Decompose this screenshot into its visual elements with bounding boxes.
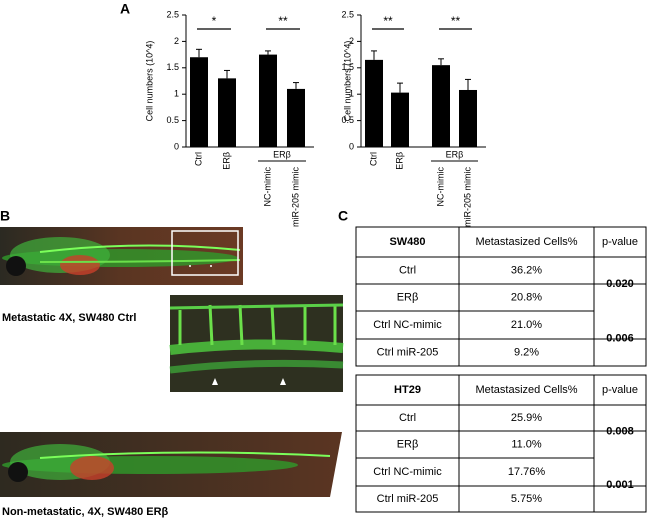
- y-tick-label: 2.5: [166, 9, 179, 19]
- table-header: HT29: [394, 384, 421, 396]
- x-tick-label: NC-mimic: [435, 167, 445, 207]
- y-tick-label: 0.5: [341, 115, 354, 125]
- significance-label: **: [451, 14, 461, 28]
- y-tick-label: 0: [349, 141, 354, 151]
- y-tick-label: 2: [349, 36, 354, 46]
- x-tick-label: miR-205 mimic: [462, 167, 472, 228]
- y-tick-label: 2: [174, 36, 179, 46]
- table-cell: ERβ: [397, 291, 419, 303]
- fish-zoom-image: [169, 295, 344, 392]
- y-tick-label: 0.5: [166, 115, 179, 125]
- y-tick-label: 1.5: [166, 62, 179, 72]
- panel-label: B: [0, 208, 10, 224]
- bar: [391, 92, 409, 147]
- table-header: Metastasized Cells%: [475, 384, 577, 396]
- table-cell: ERβ: [397, 438, 419, 450]
- table-cell: 5.75%: [511, 493, 542, 505]
- p-value: 0.020: [606, 278, 634, 290]
- x-tick-label: miR-205 mimic: [290, 167, 300, 228]
- table-cell: Ctrl miR-205: [377, 346, 439, 358]
- group-label: ERβ: [446, 149, 464, 159]
- bar: [365, 59, 383, 147]
- y-tick-label: 1: [174, 89, 179, 99]
- table-cell: Ctrl: [399, 264, 416, 276]
- table-header: Metastasized Cells%: [475, 236, 577, 248]
- x-tick-label: ERβ: [221, 152, 231, 170]
- p-value: 0.006: [606, 332, 634, 344]
- y-axis-label: Cell numbers (10^4): [144, 41, 154, 122]
- p-value: 0.001: [606, 479, 634, 491]
- table-cell: Ctrl miR-205: [377, 493, 439, 505]
- table-cell: Ctrl: [399, 412, 416, 424]
- table-border: [355, 226, 647, 367]
- p-value: 0.008: [606, 425, 634, 437]
- table-cell: Ctrl NC-mimic: [373, 466, 442, 478]
- y-tick-label: 0: [174, 141, 179, 151]
- caption: Non-metastatic, 4X, SW480 ERβ: [2, 506, 169, 518]
- table-cell: 17.76%: [508, 466, 546, 478]
- table-header: p-value: [602, 236, 638, 248]
- panel-label: C: [338, 208, 348, 224]
- table-cell: Ctrl NC-mimic: [373, 319, 442, 331]
- y-tick-label: 1: [349, 89, 354, 99]
- fish-image: [0, 227, 243, 285]
- fish-image: [0, 432, 342, 497]
- group-label: ERβ: [273, 149, 291, 159]
- bar: [218, 78, 236, 147]
- y-tick-label: 2.5: [341, 9, 354, 19]
- x-tick-label: Ctrl: [368, 152, 378, 166]
- table-cell: 21.0%: [511, 319, 542, 331]
- table-header: SW480: [389, 236, 425, 248]
- table-cell: 36.2%: [511, 264, 542, 276]
- table-border: [355, 374, 647, 513]
- significance-label: *: [212, 14, 217, 28]
- bar: [459, 89, 477, 147]
- table-cell: 11.0%: [511, 438, 542, 450]
- x-tick-label: Ctrl: [193, 152, 203, 166]
- bar: [259, 54, 277, 147]
- bar: [287, 88, 305, 147]
- significance-label: **: [383, 14, 393, 28]
- bar: [432, 65, 450, 147]
- table-header: p-value: [602, 384, 638, 396]
- table-cell: 20.8%: [511, 291, 542, 303]
- y-tick-label: 1.5: [341, 62, 354, 72]
- x-tick-label: NC-mimic: [262, 167, 272, 207]
- table-cell: 9.2%: [514, 346, 539, 358]
- significance-label: **: [278, 14, 288, 28]
- panel-label: A: [120, 1, 130, 17]
- caption: Metastatic 4X, SW480 Ctrl: [2, 312, 137, 324]
- table-cell: 25.9%: [511, 412, 542, 424]
- x-tick-label: ERβ: [394, 152, 404, 170]
- bar: [190, 57, 208, 147]
- y-axis-label: Cell numbers (10^4): [342, 41, 352, 122]
